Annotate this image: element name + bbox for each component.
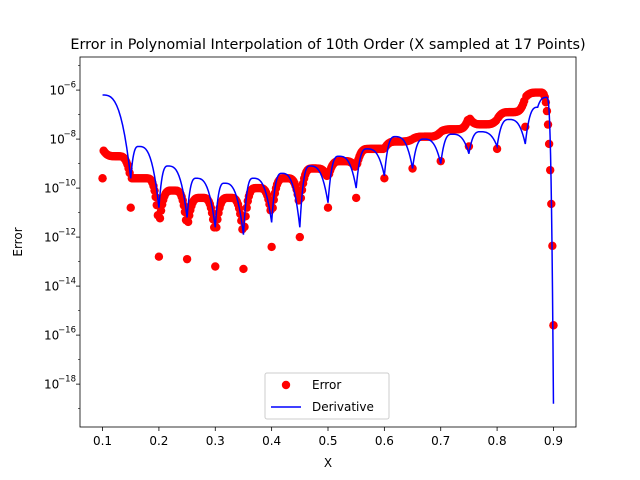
plot-area xyxy=(98,88,558,404)
error-marker xyxy=(155,214,165,223)
x-axis-label: X xyxy=(324,456,332,470)
y-tick-exponent: −18 xyxy=(58,375,76,385)
y-tick-label: 10 xyxy=(44,280,59,294)
legend-derivative-label: Derivative xyxy=(312,400,374,414)
error-marker xyxy=(380,174,389,183)
error-marker xyxy=(212,223,221,232)
y-tick-exponent: −8 xyxy=(63,130,76,140)
error-marker xyxy=(492,144,502,154)
legend-error-marker xyxy=(281,380,291,390)
x-tick-label: 0.8 xyxy=(488,434,507,448)
error-marker xyxy=(239,264,248,274)
x-tick-label: 0.6 xyxy=(375,434,394,448)
error-marker xyxy=(154,252,164,261)
x-tick-label: 0.1 xyxy=(93,434,112,448)
error-marker xyxy=(267,242,276,252)
y-tick-exponent: −10 xyxy=(58,179,76,189)
y-tick-exponent: −16 xyxy=(58,326,76,336)
error-marker xyxy=(323,203,333,212)
error-marker xyxy=(98,174,107,183)
x-tick-label: 0.9 xyxy=(544,434,563,448)
error-marker xyxy=(544,139,554,149)
y-axis-label: Error xyxy=(11,227,25,256)
error-marker xyxy=(543,120,553,129)
x-tick-label: 0.5 xyxy=(318,434,337,448)
x-tick-label: 0.7 xyxy=(431,434,450,448)
error-marker xyxy=(182,254,192,264)
error-marker xyxy=(296,193,306,203)
error-marker xyxy=(183,217,193,227)
y-tick-exponent: −14 xyxy=(58,277,76,287)
legend-error-label: Error xyxy=(312,378,341,392)
x-axis-ticks: 0.1 0.2 0.3 0.4 0.5 0.6 0.7 0.8 0.9 xyxy=(93,427,563,448)
y-tick-label: 10 xyxy=(49,84,64,98)
y-tick-label: 10 xyxy=(49,133,64,147)
error-marker xyxy=(126,203,135,212)
legend: Error Derivative xyxy=(264,372,390,420)
error-marker xyxy=(351,193,361,203)
error-marker xyxy=(295,232,305,242)
y-tick-label: 10 xyxy=(44,378,59,392)
x-tick-label: 0.3 xyxy=(206,434,225,448)
derivative-series-line xyxy=(102,94,555,404)
chart-title: Error in Polynomial Interpolation of 10t… xyxy=(70,37,585,53)
axes-frame xyxy=(79,56,577,428)
error-marker xyxy=(211,262,220,271)
y-tick-exponent: −6 xyxy=(63,81,76,91)
y-tick-label: 10 xyxy=(44,329,59,343)
x-tick-label: 0.2 xyxy=(149,434,168,448)
y-tick-label: 10 xyxy=(44,231,59,245)
x-tick-label: 0.4 xyxy=(262,434,281,448)
y-tick-exponent: −12 xyxy=(58,228,76,238)
error-marker xyxy=(241,212,250,221)
y-tick-label: 10 xyxy=(44,182,59,196)
error-series xyxy=(98,88,558,330)
